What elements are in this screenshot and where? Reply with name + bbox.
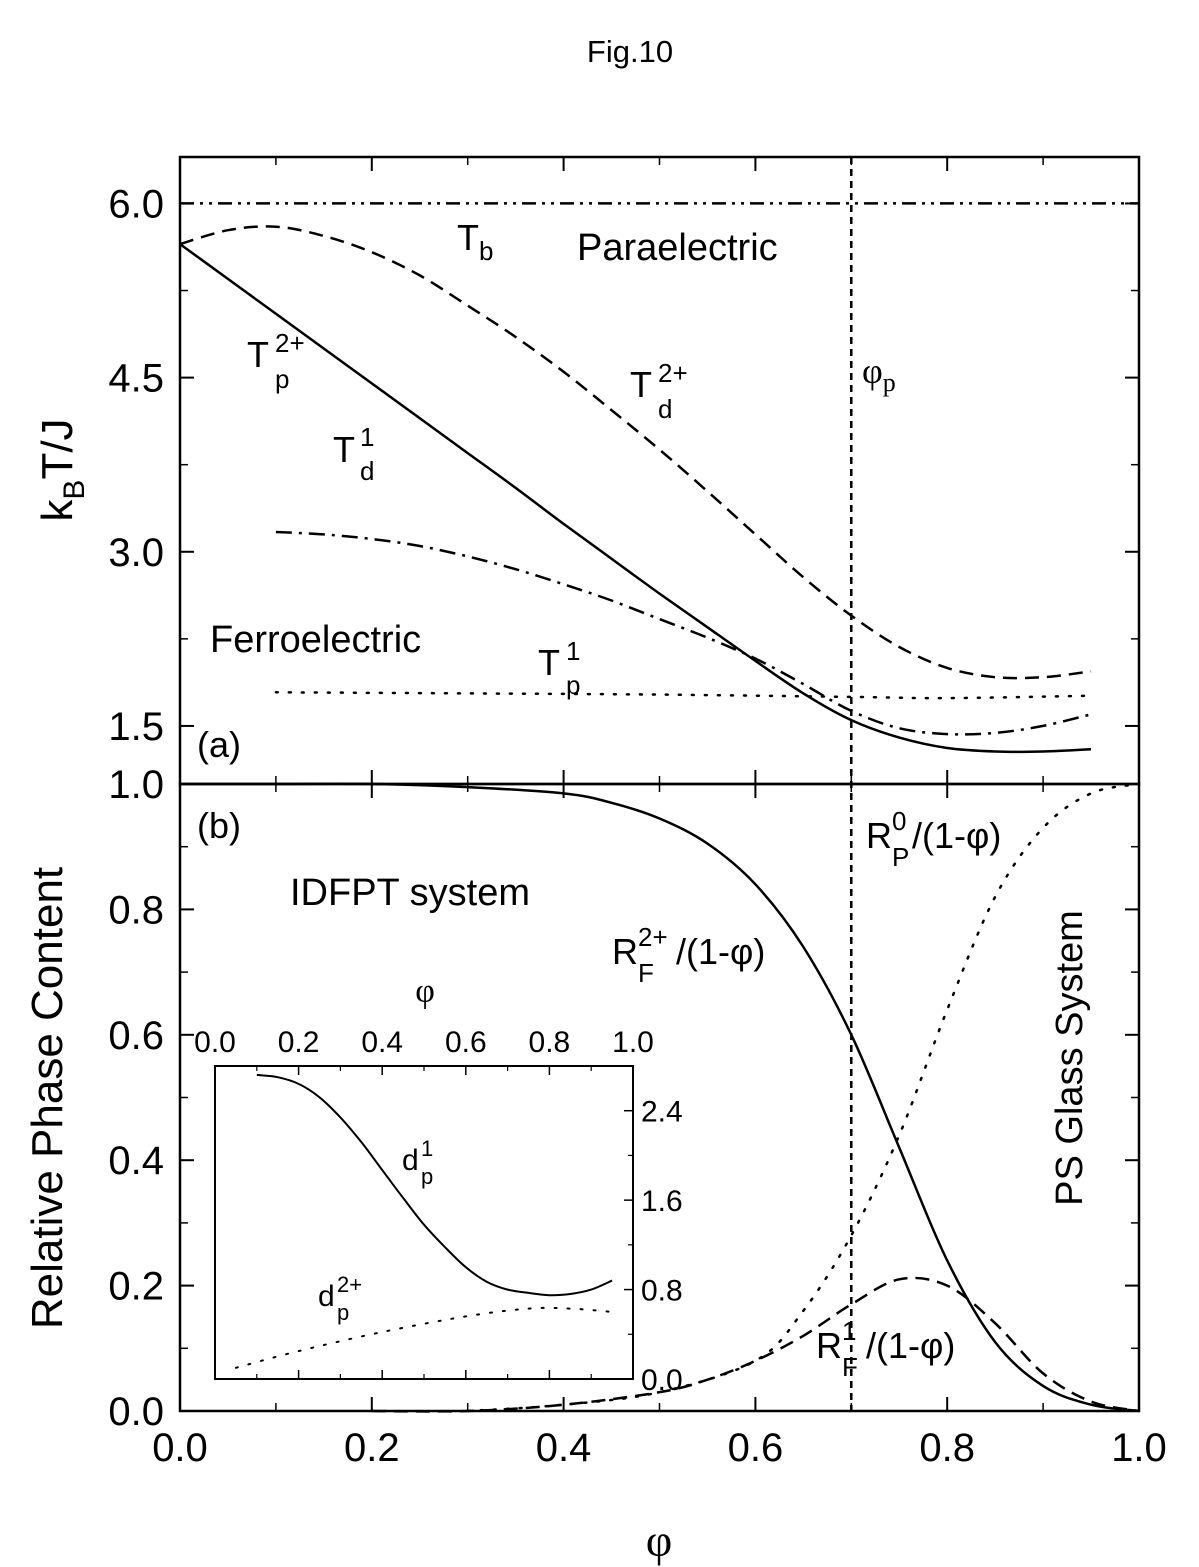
- dp1-sup: 1: [421, 1136, 433, 1161]
- series-layer: [179, 157, 1141, 1413]
- panel-b-series-r-f-2-1: [180, 782, 1140, 1413]
- panel-a-series-t-d-2: [179, 225, 1092, 680]
- phi-p-main: φ: [862, 351, 883, 391]
- panel-b-ytick-label: 1.0: [108, 763, 164, 807]
- panel-b-xtick-label: 0.4: [536, 1426, 592, 1470]
- label-t-p-2plus: T 2+ p: [247, 328, 305, 394]
- label-r-p-0: R0 P/(1-φ): [866, 806, 1001, 872]
- t-d2-main: T: [630, 364, 652, 405]
- label-idfpt-system: IDFPT system: [290, 872, 530, 914]
- t-b-sub: b: [479, 236, 493, 266]
- rf2-sub: F: [638, 958, 654, 988]
- t-d2-sup: 2+: [658, 358, 688, 388]
- rf1-sub: F: [842, 1352, 858, 1382]
- rf1-main: R: [816, 1325, 842, 1366]
- label-t-b: Tb: [457, 217, 493, 266]
- label-d-p-2plus: d 2+ p: [318, 1272, 362, 1325]
- dp2-sub: p: [337, 1300, 349, 1325]
- rp0-main: R: [866, 815, 892, 856]
- ylabel-k: k: [33, 499, 82, 522]
- rp0-sup: 0: [892, 806, 906, 836]
- rp0-tail: /(1-φ): [912, 815, 1001, 856]
- inset-xtick-label: 1.0: [612, 1026, 654, 1059]
- t-d1-sup: 1: [360, 422, 374, 452]
- rf2-tail: /(1-φ): [676, 931, 765, 972]
- panel-a-label: (a): [197, 724, 241, 765]
- panel-a-series-t-d-1: [275, 530, 1092, 736]
- inset-layer: 0.0 0.2 0.4 0.6 0.8 1.0 0.0 0.8 1.6 2.4: [194, 1026, 683, 1397]
- dp2-sup: 2+: [337, 1272, 362, 1297]
- rf1-sup: 1: [842, 1316, 856, 1346]
- panel-b-label: (b): [197, 805, 241, 846]
- inset-ytick-label: 1.6: [641, 1185, 683, 1218]
- dp2-main: d: [318, 1280, 335, 1313]
- dp1-sub: p: [421, 1164, 433, 1189]
- panel-b-xtick-label: 0.2: [344, 1426, 400, 1470]
- label-t-d-2plus: T 2+ d: [630, 358, 688, 424]
- label-r-f-2plus: R2+ F /(1-φ): [612, 922, 765, 988]
- t-p1-sub: p: [566, 670, 580, 700]
- panel-b-xtick-label: 0.0: [152, 1426, 208, 1470]
- inset-series-d-p-2: [234, 1306, 614, 1369]
- panel-a-series-t-p-1: [274, 691, 1093, 700]
- inset-ytick-label: 0.0: [641, 1364, 683, 1397]
- rf1-tail: /(1-φ): [866, 1325, 955, 1366]
- panel-b-xtick-label: 0.6: [728, 1426, 784, 1470]
- figure-title: Fig.10: [587, 34, 673, 69]
- t-b-main: T: [457, 217, 479, 258]
- inset-xtick-label: 0.2: [278, 1026, 320, 1059]
- label-ferroelectric: Ferroelectric: [210, 619, 421, 661]
- ylabel-rest: T/J: [33, 418, 82, 479]
- panel-a-series-t-p-2: [179, 243, 1092, 754]
- inset-xtick-label: 0.6: [445, 1026, 487, 1059]
- inset-xlabel: φ: [415, 973, 435, 1010]
- phi-p-sub: p: [883, 368, 896, 397]
- panel-b-ytick-label: 0.8: [108, 888, 164, 932]
- panel-b-xlabel: φ: [646, 1515, 673, 1566]
- ylabel-sub-b: B: [58, 480, 91, 500]
- panel-b-ytick-label: 0.2: [108, 1265, 164, 1309]
- rf2-main: R: [612, 931, 638, 972]
- panel-b-xtick-label: 0.8: [919, 1426, 975, 1470]
- label-r-f-1: R1 F /(1-φ): [816, 1316, 955, 1382]
- label-paraelectric: Paraelectric: [577, 227, 778, 269]
- inset-xtick-label: 0.4: [361, 1026, 403, 1059]
- panel-b-ytick-label: 0.4: [108, 1139, 164, 1183]
- t-p1-sup: 1: [566, 636, 580, 666]
- inset-series-d-p-1: [256, 1073, 613, 1297]
- panel-a-ytick-label: 3.0: [108, 531, 164, 575]
- inset-ytick-label: 2.4: [641, 1096, 683, 1129]
- panel-b-xtick-label: 1.0: [1111, 1426, 1167, 1470]
- inset-frame: [214, 1065, 634, 1380]
- panel-b-ytick-label: 0.6: [108, 1014, 164, 1058]
- label-phi-p: φp: [862, 351, 896, 397]
- axes-layer: 0.0 0.2 0.4 0.6 0.8 1.01.53.04.56.00.00.20.40…: [108, 157, 1167, 1470]
- panel-b-ytick-label: 0.0: [108, 1390, 164, 1434]
- inset-xtick-label: 0.0: [194, 1026, 236, 1059]
- panel-a-ylabel: kBT/J: [33, 418, 91, 521]
- panel-b-series-r-p-0-1: [466, 782, 1141, 1413]
- t-p2-sup: 2+: [275, 328, 305, 358]
- inset-ytick-label: 0.8: [641, 1275, 683, 1308]
- t-p1-main: T: [538, 642, 560, 683]
- inset-xtick-label: 0.8: [529, 1026, 571, 1059]
- t-d1-main: T: [333, 429, 355, 470]
- t-p2-main: T: [247, 334, 269, 375]
- rp0-sub: P: [892, 842, 909, 872]
- dp1-main: d: [402, 1144, 419, 1177]
- rf2-sup: 2+: [638, 922, 668, 952]
- t-p2-sub: p: [275, 364, 289, 394]
- panel-a-ytick-label: 4.5: [108, 357, 164, 401]
- label-ps-glass-system: PS Glass System: [1049, 910, 1091, 1206]
- t-d1-sub: d: [360, 456, 374, 486]
- panel-a-ytick-label: 1.5: [108, 705, 164, 749]
- panel-a-ytick-label: 6.0: [108, 182, 164, 226]
- t-d2-sub: d: [658, 394, 672, 424]
- panel-b-ylabel: Relative Phase Content: [23, 867, 72, 1329]
